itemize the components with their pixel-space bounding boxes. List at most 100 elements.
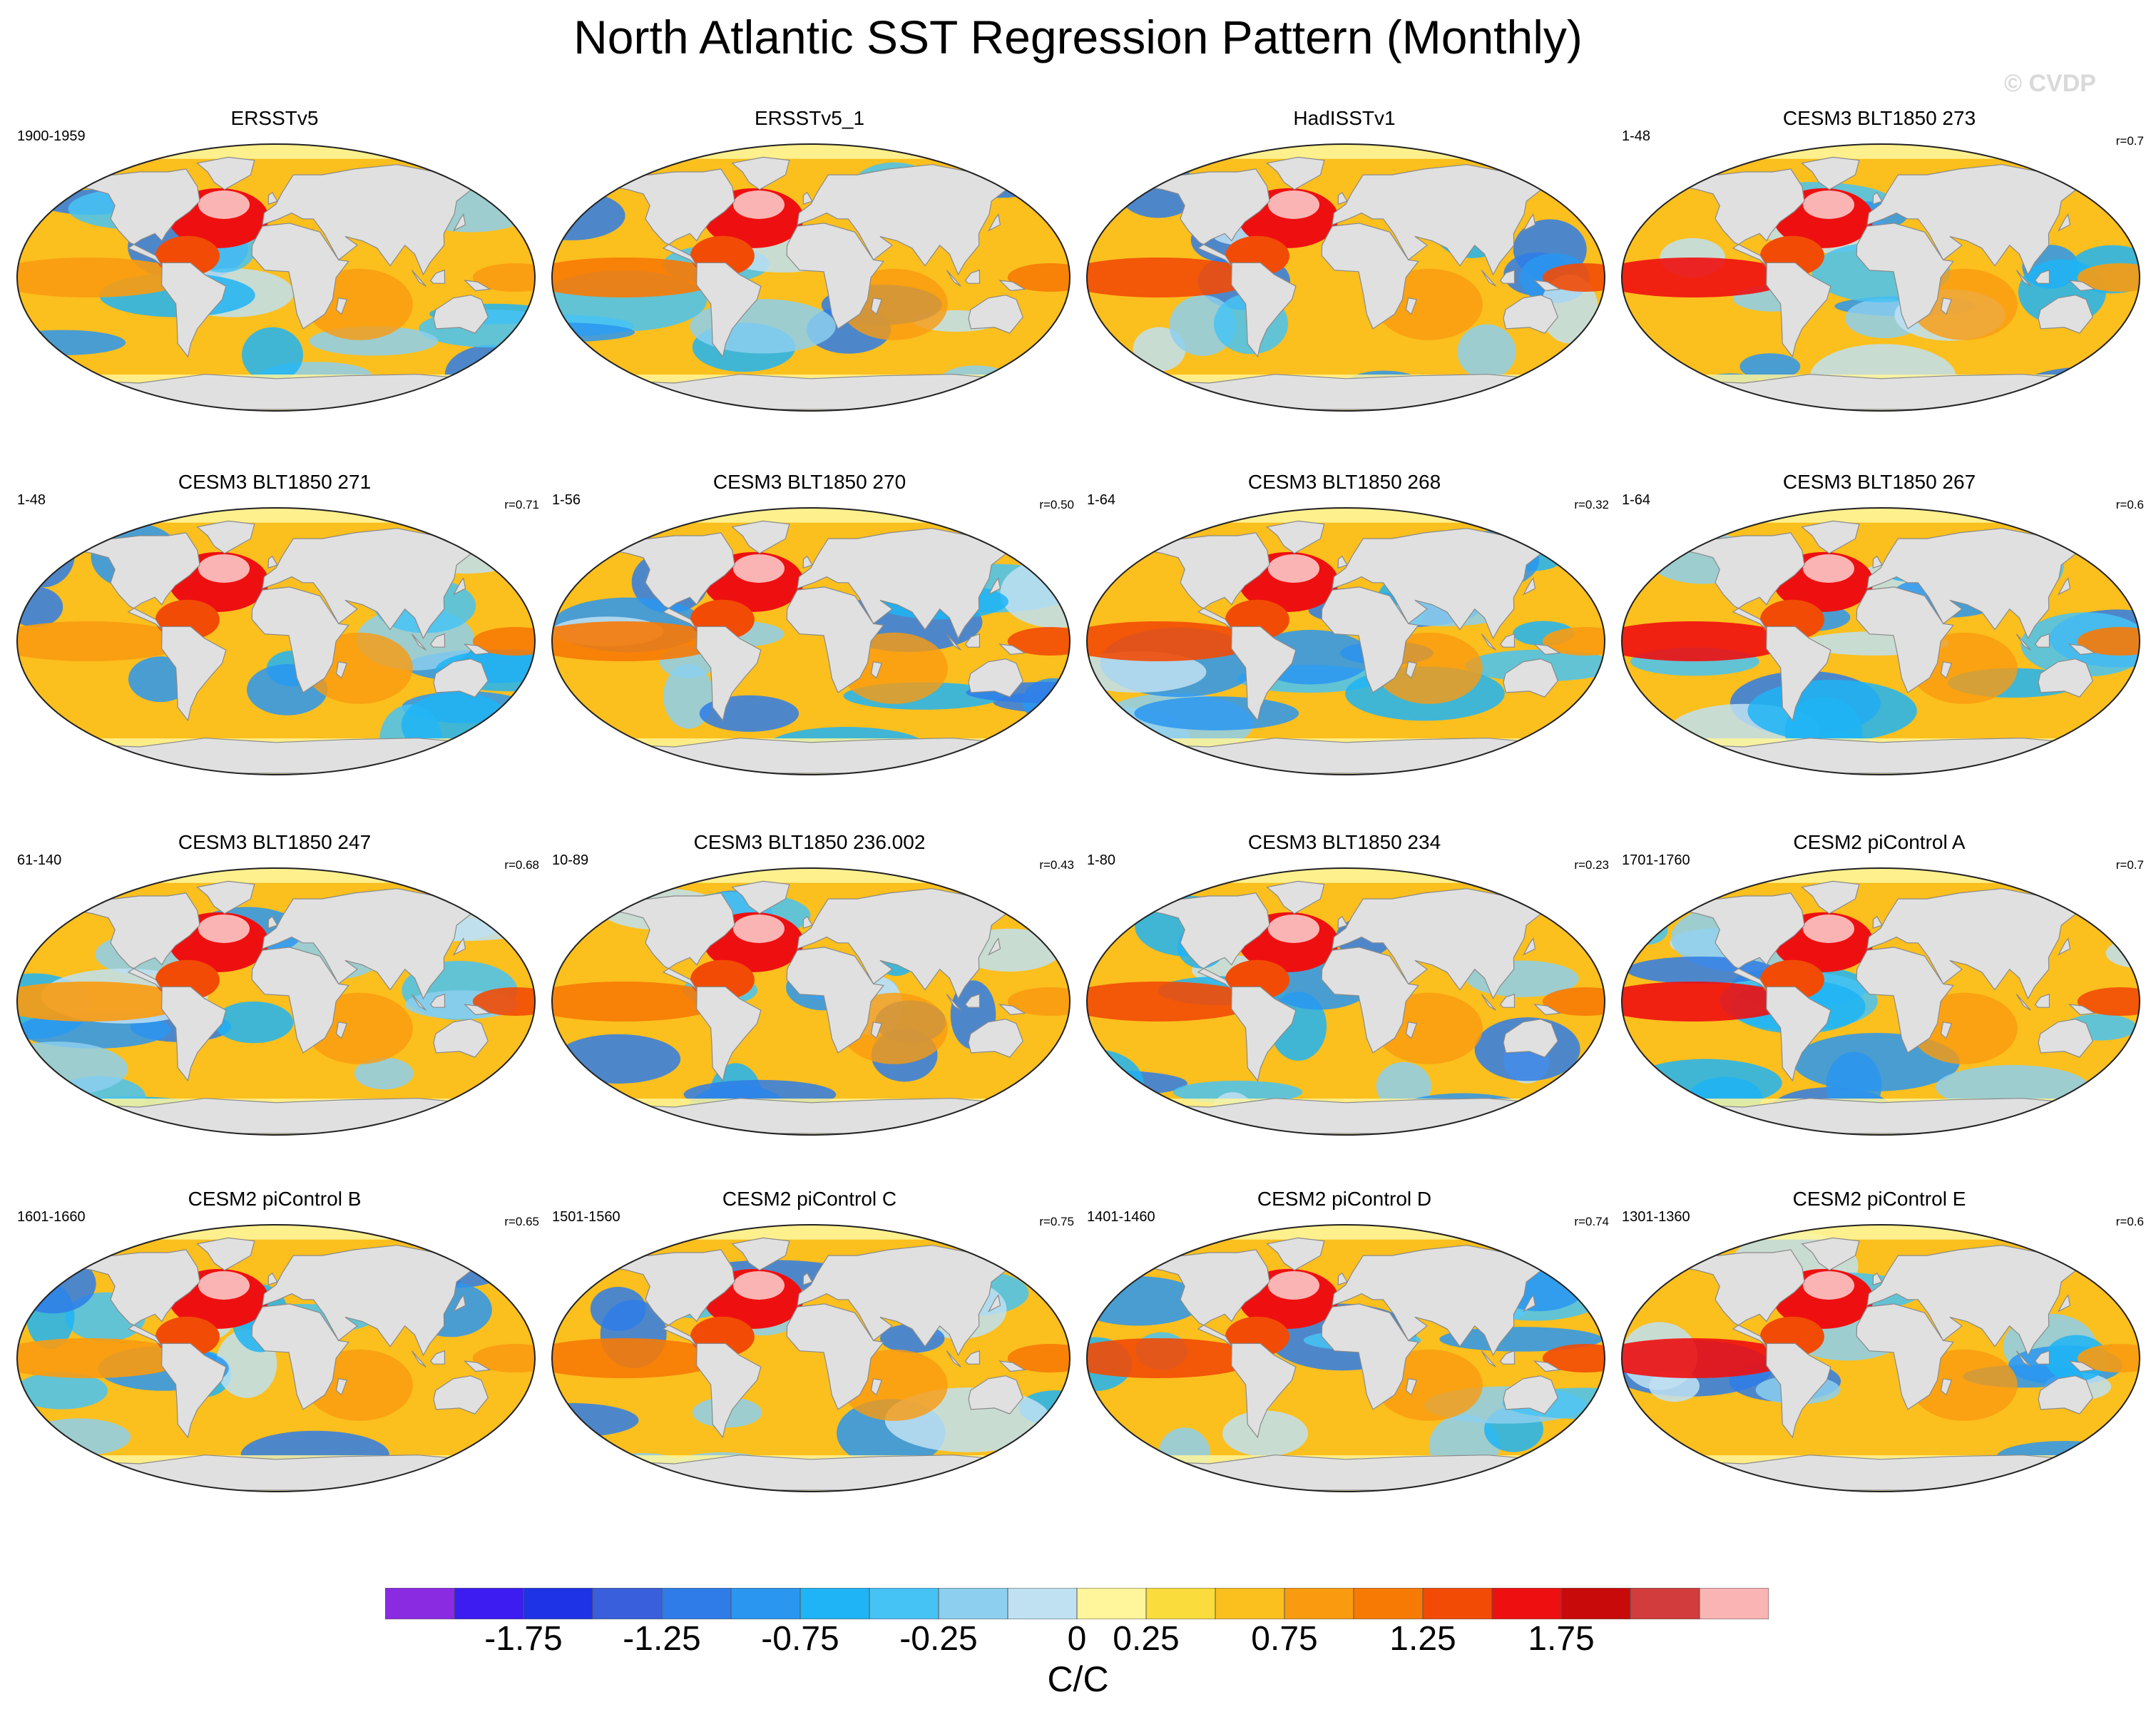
map-panel: CESM3 BLT1850 270 1-56 r=0.50 xyxy=(542,471,1077,835)
colorbar-segment xyxy=(1076,1588,1147,1619)
sst-regression-map xyxy=(1086,1224,1605,1492)
map-panel: CESM3 BLT1850 267 1-64 r=0.6 xyxy=(1612,471,2147,835)
sst-regression-map xyxy=(16,867,536,1136)
sst-regression-map xyxy=(1621,507,2140,775)
colorbar-segment xyxy=(661,1588,732,1619)
panel-title: CESM3 BLT1850 234 xyxy=(1247,831,1441,853)
panel-period: 1-48 xyxy=(17,492,46,508)
panel-title: CESM2 piControl A xyxy=(1793,831,1966,853)
colorbar-segment xyxy=(1560,1588,1631,1619)
colorbar-segment xyxy=(385,1588,455,1619)
panel-period: 1401-1460 xyxy=(1087,1209,1155,1225)
map-panel: CESM3 BLT1850 236.002 10-89 r=0.43 xyxy=(542,831,1077,1195)
panel-title: CESM2 piControl C xyxy=(722,1188,897,1210)
panel-period: 1-48 xyxy=(1622,128,1651,144)
colorbar-segment xyxy=(592,1588,663,1619)
colorbar-segment xyxy=(799,1588,870,1619)
map-panel: HadISSTv1 xyxy=(1077,107,1612,471)
panel-title: HadISSTv1 xyxy=(1293,107,1396,129)
panel-correlation: r=0.68 xyxy=(504,858,539,872)
sst-regression-map xyxy=(1621,1224,2140,1492)
panel-period: 61-140 xyxy=(17,852,62,868)
panel-period: 1-64 xyxy=(1622,492,1651,508)
panel-period: 1701-1760 xyxy=(1622,852,1690,868)
colorbar-segment xyxy=(1491,1588,1562,1619)
panel-title: CESM3 BLT1850 271 xyxy=(178,471,372,493)
sst-regression-map xyxy=(16,507,536,775)
colorbar-tick-label: -0.75 xyxy=(761,1620,839,1658)
map-panel: CESM3 BLT1850 234 1-80 r=0.23 xyxy=(1077,831,1612,1195)
sst-regression-map xyxy=(1086,867,1605,1136)
map-panel: CESM2 piControl C 1501-1560 r=0.75 xyxy=(542,1188,1077,1552)
colorbar-segment xyxy=(1353,1588,1424,1619)
colorbar-segment xyxy=(454,1588,524,1619)
panel-period: 10-89 xyxy=(552,852,589,868)
colorbar-tick-label: -1.75 xyxy=(484,1620,563,1658)
panel-correlation: r=0.74 xyxy=(1574,1215,1609,1228)
map-panel: CESM2 piControl E 1301-1360 r=0.6 xyxy=(1612,1188,2147,1552)
panel-title: ERSSTv5_1 xyxy=(754,107,865,129)
colorbar-segment xyxy=(730,1588,801,1619)
sst-regression-map xyxy=(551,507,1071,775)
panel-correlation: r=0.6 xyxy=(2115,498,2144,511)
figure-title: North Atlantic SST Regression Pattern (M… xyxy=(573,11,1583,63)
colorbar-segment xyxy=(869,1588,939,1619)
sst-regression-map xyxy=(551,143,1071,412)
colorbar-segment xyxy=(1422,1588,1493,1619)
colorbar-tick-label: 0 xyxy=(1067,1620,1087,1658)
colorbar-labels: -1.75 -1.25 -0.75 -0.25 0 0.25 0.75 1.25 1.75 xyxy=(0,1619,2156,1662)
colorbar-segment xyxy=(1215,1588,1285,1619)
colorbar-units: C/C xyxy=(1047,1659,1109,1699)
panel-period: 1601-1660 xyxy=(17,1209,86,1225)
panel-correlation: r=0.23 xyxy=(1574,858,1609,872)
map-panel: ERSSTv5 1900-1959 xyxy=(7,107,542,471)
colorbar-segment xyxy=(938,1588,1008,1619)
panel-period: 1-56 xyxy=(552,492,581,508)
panel-correlation: r=0.71 xyxy=(504,498,539,511)
panel-correlation: r=0.6 xyxy=(2115,1215,2144,1228)
panel-title: CESM3 BLT1850 236.002 xyxy=(693,831,926,853)
panel-title: CESM2 piControl E xyxy=(1792,1188,1966,1210)
sst-regression-map xyxy=(1086,507,1605,775)
colorbar-segment xyxy=(523,1588,593,1619)
colorbar-tick-label: 1.75 xyxy=(1528,1620,1595,1658)
colorbar xyxy=(385,1588,1769,1619)
panel-correlation: r=0.7 xyxy=(2115,134,2144,148)
colorbar-tick-label: -0.25 xyxy=(899,1620,978,1658)
sst-regression-map xyxy=(1621,867,2140,1136)
map-panel: CESM3 BLT1850 247 61-140 r=0.68 xyxy=(7,831,542,1195)
map-panel: CESM3 BLT1850 271 1-48 r=0.71 xyxy=(7,471,542,835)
map-panel: ERSSTv5_1 xyxy=(542,107,1077,471)
panel-period: 1900-1959 xyxy=(17,128,86,144)
panel-correlation: r=0.43 xyxy=(1039,858,1074,872)
panel-correlation: r=0.75 xyxy=(1039,1215,1074,1228)
panel-correlation: r=0.7 xyxy=(2115,858,2144,872)
panel-period: 1301-1360 xyxy=(1622,1209,1690,1225)
panel-period: 1-80 xyxy=(1087,852,1116,868)
panel-title: CESM2 piControl B xyxy=(188,1188,362,1210)
colorbar-segment xyxy=(1284,1588,1354,1619)
map-panel: CESM2 piControl D 1401-1460 r=0.74 xyxy=(1077,1188,1612,1552)
sst-regression-map xyxy=(16,1224,536,1492)
panel-title: CESM3 BLT1850 273 xyxy=(1782,107,1976,129)
colorbar-tick-label: -1.25 xyxy=(623,1620,701,1658)
map-panel: CESM2 piControl B 1601-1660 r=0.65 xyxy=(7,1188,542,1552)
panel-title: CESM3 BLT1850 268 xyxy=(1247,471,1441,493)
map-panel: CESM3 BLT1850 268 1-64 r=0.32 xyxy=(1077,471,1612,835)
panel-title: CESM3 BLT1850 267 xyxy=(1782,471,1976,493)
panel-title: CESM2 piControl D xyxy=(1257,1188,1432,1210)
panel-correlation: r=0.50 xyxy=(1039,498,1074,511)
colorbar-tick-label: 0.75 xyxy=(1251,1620,1318,1658)
colorbar-segment xyxy=(1630,1588,1700,1619)
panel-title: CESM3 BLT1850 247 xyxy=(178,831,372,853)
panel-title: CESM3 BLT1850 270 xyxy=(712,471,906,493)
sst-regression-map xyxy=(16,143,536,412)
sst-regression-map xyxy=(1621,143,2140,412)
panel-period: 1-64 xyxy=(1087,492,1116,508)
map-panel: CESM2 piControl A 1701-1760 r=0.7 xyxy=(1612,831,2147,1195)
watermark: © CVDP xyxy=(2004,70,2096,97)
colorbar-tick-label: 1.25 xyxy=(1389,1620,1456,1658)
colorbar-tick-label: 0.25 xyxy=(1113,1620,1180,1658)
colorbar-segment xyxy=(1699,1588,1769,1619)
colorbar-segment xyxy=(1007,1588,1078,1619)
